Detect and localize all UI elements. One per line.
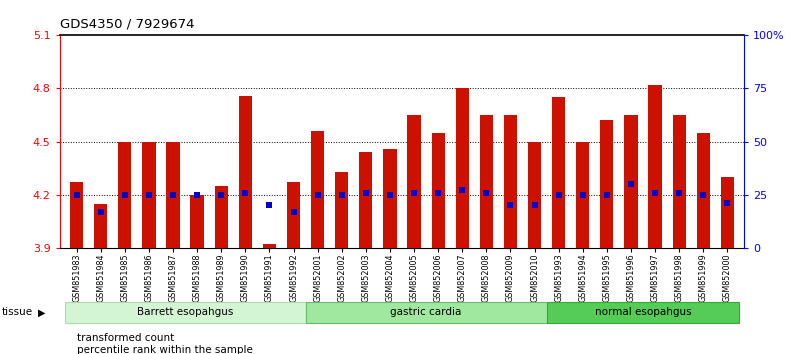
Point [263, 202, 275, 208]
Bar [311, 131, 324, 248]
Point [649, 190, 661, 195]
Text: tissue: tissue [2, 307, 33, 318]
Point [119, 192, 131, 198]
Point [431, 190, 444, 195]
Bar [335, 172, 349, 248]
Point [600, 192, 613, 198]
Text: gastric cardia: gastric cardia [390, 307, 462, 318]
Point [335, 192, 348, 198]
Bar [624, 115, 638, 248]
Bar [720, 177, 734, 248]
Point [360, 190, 373, 195]
Text: Barrett esopahgus: Barrett esopahgus [137, 307, 233, 318]
Bar [696, 133, 710, 248]
Bar [287, 182, 300, 248]
Point [311, 192, 324, 198]
Bar [552, 97, 565, 248]
Point [384, 192, 396, 198]
Text: normal esopahgus: normal esopahgus [595, 307, 692, 318]
Bar [455, 88, 469, 248]
Text: transformed count: transformed count [77, 333, 174, 343]
Bar [649, 85, 661, 248]
Bar [190, 195, 204, 248]
Point [673, 190, 685, 195]
Bar [504, 115, 517, 248]
Bar [359, 152, 373, 248]
Point [239, 190, 252, 195]
Bar [600, 120, 614, 248]
Bar [263, 244, 276, 248]
Point [408, 190, 420, 195]
FancyBboxPatch shape [64, 302, 306, 323]
Bar [70, 182, 84, 248]
Point [456, 188, 469, 193]
Bar [94, 204, 107, 248]
Point [697, 192, 710, 198]
Bar [576, 142, 589, 248]
Text: percentile rank within the sample: percentile rank within the sample [77, 346, 253, 354]
Bar [239, 96, 252, 248]
Point [191, 192, 204, 198]
Point [504, 202, 517, 208]
Bar [118, 142, 131, 248]
Point [480, 190, 493, 195]
FancyBboxPatch shape [547, 302, 739, 323]
Bar [166, 142, 180, 248]
Bar [142, 142, 155, 248]
Bar [431, 133, 445, 248]
Bar [215, 186, 228, 248]
FancyBboxPatch shape [306, 302, 547, 323]
Text: ▶: ▶ [38, 307, 45, 318]
Point [529, 202, 541, 208]
Bar [384, 149, 396, 248]
Text: GDS4350 / 7929674: GDS4350 / 7929674 [60, 18, 194, 31]
Bar [408, 115, 420, 248]
Point [552, 192, 565, 198]
Point [287, 209, 300, 215]
Point [70, 192, 83, 198]
Point [166, 192, 179, 198]
Bar [528, 142, 541, 248]
Point [94, 209, 107, 215]
Point [625, 181, 638, 187]
Point [215, 192, 228, 198]
Point [721, 200, 734, 206]
Bar [480, 115, 493, 248]
Point [576, 192, 589, 198]
Bar [673, 115, 686, 248]
Point [142, 192, 155, 198]
